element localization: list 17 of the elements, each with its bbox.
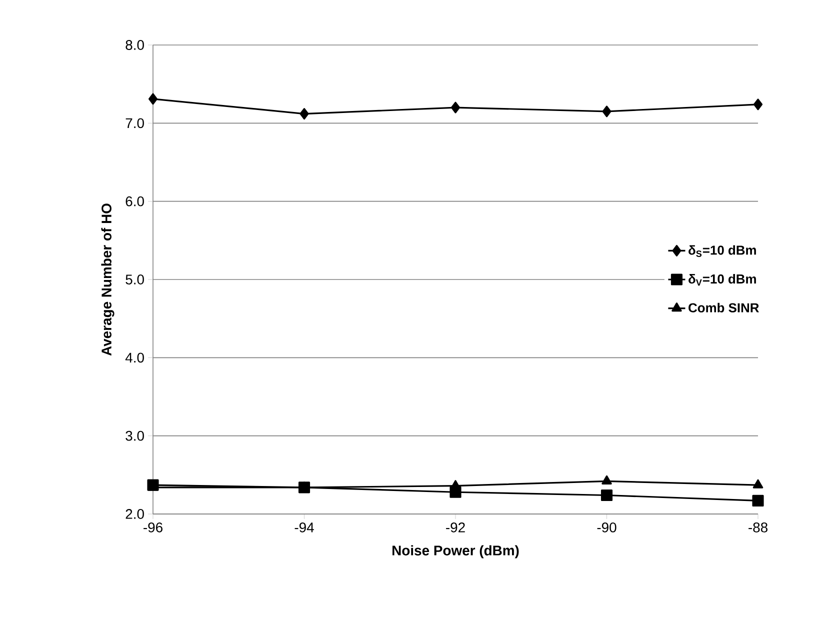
legend-label: Comb SINR (688, 302, 759, 312)
y-tick-label: 6.0 (126, 196, 144, 206)
y-tick-label: 3.0 (126, 430, 144, 441)
legend-label: δ$_{V}$=10 dBm (688, 274, 756, 286)
x-tick-label: -94 (294, 522, 314, 532)
x-tick-label: -96 (144, 522, 162, 532)
y-tick-label: 8.0 (126, 40, 144, 50)
y-tick-label: 4.0 (125, 352, 144, 363)
y-tick-label: 2.0 (126, 509, 144, 519)
y-tick-label: 7.0 (126, 118, 144, 128)
y-tick-label: 5.0 (126, 274, 144, 284)
x-axis-title: Noise Power (dBm) (392, 545, 519, 558)
legend-label: δ$_{S}$=10 dBm (688, 245, 756, 257)
x-tick-label: -90 (597, 522, 616, 532)
x-tick-label: -92 (446, 522, 465, 532)
y-axis-title: Average Number of HO (101, 204, 114, 356)
x-tick-label: -88 (748, 522, 768, 532)
